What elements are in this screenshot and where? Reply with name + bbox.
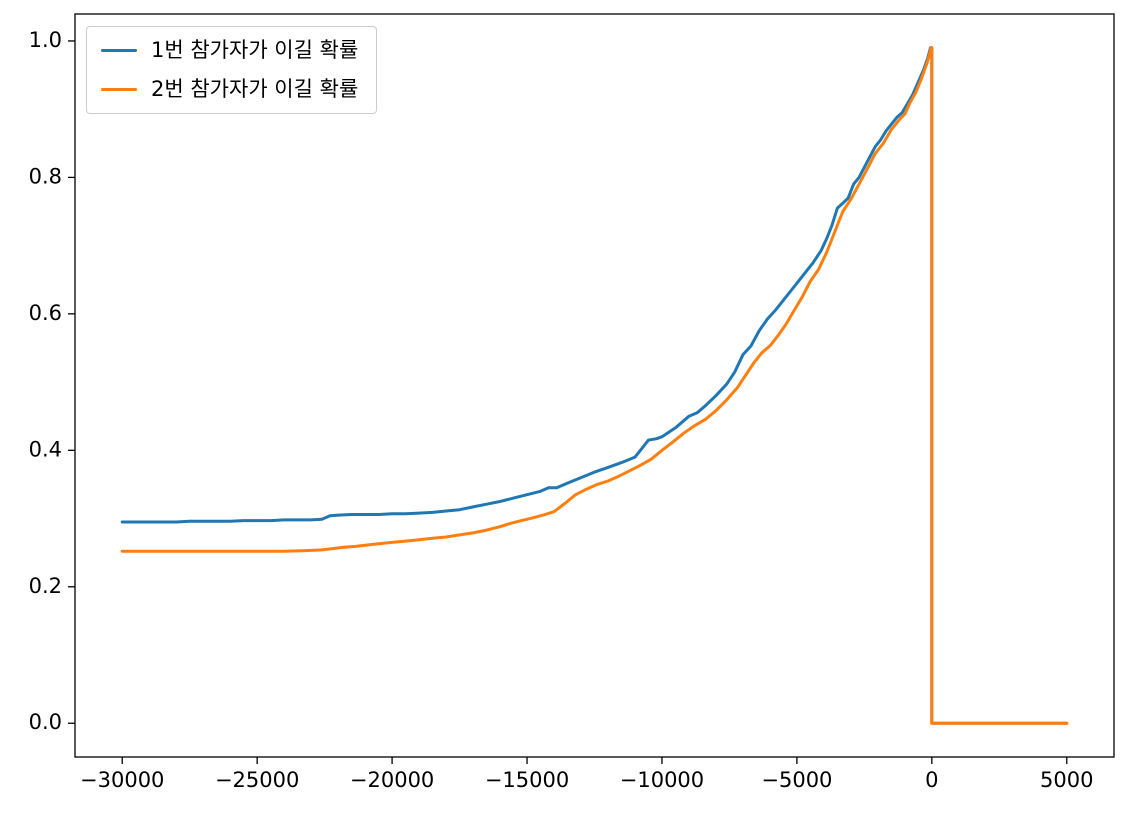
y-tick-label: 0.8	[29, 164, 62, 188]
y-tick-label: 0.6	[29, 301, 62, 325]
x-tick-label: 0	[925, 768, 938, 792]
legend-line-swatch-blue	[101, 49, 137, 53]
legend-line-swatch-orange	[101, 88, 137, 92]
y-tick-label: 0.0	[29, 710, 62, 734]
x-tick-label: −30000	[80, 768, 164, 792]
legend-label-series-2: 2번 참가자가 이길 확률	[151, 77, 359, 102]
legend-label-series-1: 1번 참가자가 이길 확률	[151, 38, 359, 62]
x-tick-label: −10000	[620, 768, 704, 792]
x-tick-label: −20000	[350, 768, 434, 792]
axes-spines	[74, 13, 1115, 758]
x-tick-label: −15000	[485, 768, 569, 792]
legend: 1번 참가자가 이길 확률 2번 참가자가 이길 확률	[86, 26, 378, 115]
x-tick-label: 5000	[1040, 768, 1093, 792]
y-tick-label: 1.0	[29, 28, 62, 52]
legend-item-series-1: 1번 참가자가 이길 확률	[101, 38, 358, 63]
y-tick-label: 0.4	[29, 437, 62, 461]
x-tick-label: −25000	[215, 768, 299, 792]
y-tick-label: 0.2	[29, 574, 62, 598]
legend-item-series-2: 2번 참가자가 이길 확률	[101, 77, 358, 102]
x-tick-label: −5000	[761, 768, 832, 792]
series-line-2	[120, 46, 1069, 725]
series-line-1	[120, 46, 1069, 725]
